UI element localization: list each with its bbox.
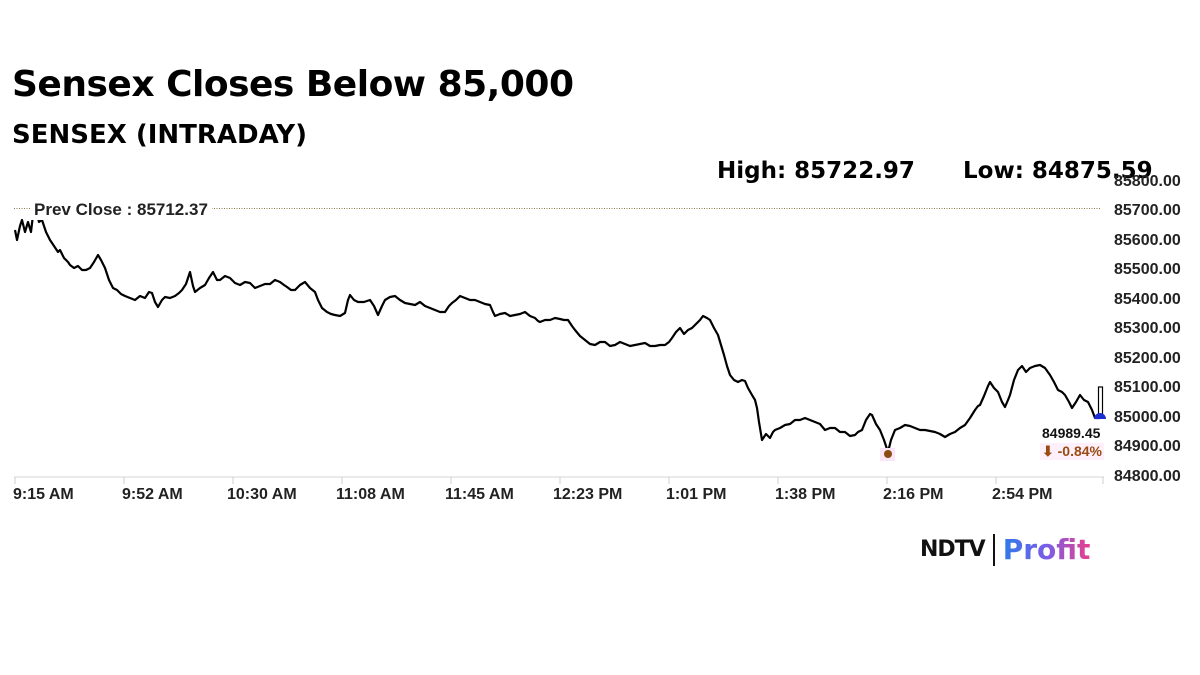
x-tick-label: 9:15 AM [13, 486, 74, 503]
y-tick-label: 85000.00 [1114, 409, 1181, 426]
y-tick-label: 85800.00 [1114, 173, 1181, 190]
low-marker [884, 450, 892, 458]
y-tick-label: 85400.00 [1114, 291, 1181, 308]
ndtv-profit-logo: NDTV Profit [920, 533, 1090, 566]
y-tick-label: 85700.00 [1114, 202, 1181, 219]
y-tick-label: 84800.00 [1114, 468, 1181, 485]
x-tick-label: 1:38 PM [775, 486, 836, 503]
chart-title: Sensex Closes Below 85,000 [12, 64, 574, 105]
x-tick-label: 12:23 PM [553, 486, 623, 503]
x-tick-label: 10:30 AM [227, 486, 297, 503]
price-line [13, 209, 1100, 454]
x-axis-ticks [14, 477, 1104, 484]
x-tick-label: 9:52 AM [122, 486, 183, 503]
day-low-label: Low: 84875.59 [963, 158, 1153, 184]
x-tick-label: 1:01 PM [666, 486, 727, 503]
x-tick-label: 11:08 AM [336, 486, 405, 503]
x-tick-label: 2:16 PM [883, 486, 944, 503]
x-tick-label: 2:54 PM [992, 486, 1053, 503]
y-tick-label: 84900.00 [1114, 438, 1181, 455]
y-tick-label: 85600.00 [1114, 232, 1181, 249]
y-tick-label: 85100.00 [1114, 379, 1181, 396]
percent-change-label: ⬇ -0.84% [1040, 443, 1104, 460]
x-tick-label: 11:45 AM [445, 486, 514, 503]
ndtv-wordmark: NDTV [920, 537, 986, 562]
logo-divider [992, 533, 995, 566]
day-high-label: High: 85722.97 [717, 158, 915, 184]
last-price-marker [1094, 413, 1106, 419]
y-tick-label: 85500.00 [1114, 261, 1181, 278]
chart-subtitle: SENSEX (INTRADAY) [12, 120, 307, 150]
prev-close-label: Prev Close : 85712.37 [30, 200, 212, 220]
last-price-label: 84989.45 [1042, 425, 1101, 441]
profit-wordmark: Profit [1002, 533, 1091, 566]
y-tick-label: 85300.00 [1114, 320, 1181, 337]
y-tick-label: 85200.00 [1114, 350, 1181, 367]
